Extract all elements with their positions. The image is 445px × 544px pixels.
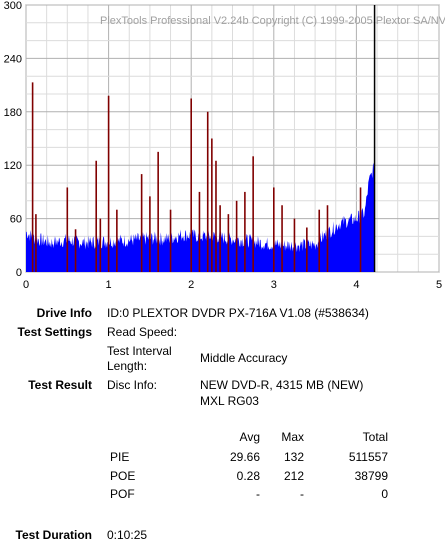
stats-row-max: 212 [283,469,304,483]
y-tick-label: 0 [16,267,22,279]
error-chart: 0 1 2 3 4 5 0 60 120 180 240 300 PlexTools Professi… [4,0,445,291]
test-interval-value: Middle Accuracy [200,351,288,365]
stats-row-total: 38799 [354,469,388,483]
y-tick-label: 60 [10,214,22,226]
disc-info-value: NEW DVD-R, 4315 MB (NEW) [200,378,364,392]
plot-series [26,5,376,272]
read-speed-label: Read Speed: [107,325,178,339]
stats-header-avg: Avg [239,430,260,444]
x-tick-label: 2 [188,279,194,291]
y-tick-label: 180 [4,107,22,119]
plot-grid [25,4,440,273]
test-settings-label: Test Settings [17,325,92,339]
stats-row-avg: 29.66 [229,450,260,464]
stats-row-avg: - [256,487,260,501]
test-duration-label: Test Duration [15,528,92,542]
stats-row-max: 132 [283,450,304,464]
stats-row-name: PIE [110,450,130,464]
stats-row-name: POE [110,469,136,483]
stats-header-max: Max [281,430,304,444]
test-duration-value: 0:10:25 [107,528,148,542]
stats-header-total: Total [362,430,388,444]
y-tick-label: 240 [4,53,22,65]
stats-row-max: - [300,487,304,501]
test-result-label: Test Result [28,378,92,392]
stats-row-avg: 0.28 [236,469,260,483]
y-tick-label: 120 [4,160,22,172]
chart-watermark: PlexTools Professional V2.24b Copyright … [100,15,445,27]
test-interval-label: Test Interval [107,344,172,358]
x-tick-label: 0 [23,279,29,291]
x-tick-label: 5 [436,279,442,291]
y-tick-label: 300 [4,0,22,12]
x-tick-label: 4 [353,279,359,291]
axis-ticks: 0 1 2 3 4 5 0 60 120 180 240 300 [4,0,442,291]
stats-row-total: 511557 [348,450,388,464]
pie-area [26,156,375,272]
drive-info-label: Drive Info [36,306,92,320]
disc-info-value-2: MXL RG03 [200,394,259,408]
stats-row-name: POF [110,487,135,501]
x-tick-label: 3 [271,279,277,291]
disc-info-label: Disc Info: [107,378,158,392]
x-tick-label: 1 [106,279,112,291]
drive-info-value: ID:0 PLEXTOR DVDR PX-716A V1.08 (#538634… [107,306,369,320]
test-interval-label-2: Length: [107,359,148,373]
stats-row-total: 0 [381,487,388,501]
